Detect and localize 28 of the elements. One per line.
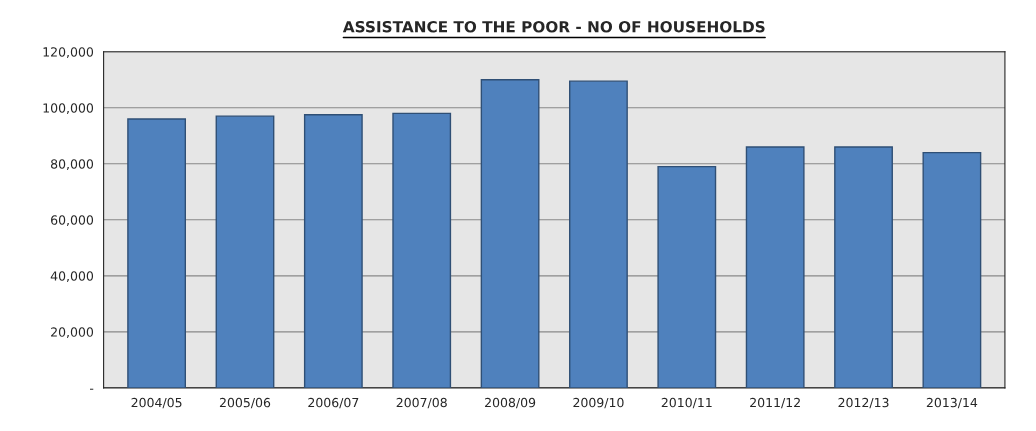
x-tick-label: 2007/08: [396, 397, 447, 409]
bar: [480, 79, 540, 388]
x-tick-label: 2012/13: [838, 397, 889, 409]
bar: [392, 112, 452, 388]
bar: [745, 146, 805, 388]
x-tick-label: 2011/12: [750, 397, 800, 409]
y-tick-label: 60,000: [51, 215, 94, 227]
x-tick-label: 2004/05: [131, 397, 182, 409]
y-tick-label: 20,000: [51, 327, 94, 339]
x-tick-label: 2009/10: [573, 397, 624, 409]
x-tick-label: 2006/07: [308, 397, 359, 409]
x-tick-label: 2008/09: [485, 397, 536, 409]
y-tick-label: 120,000: [43, 47, 94, 58]
y-tick-label: 40,000: [50, 271, 94, 283]
bar: [303, 114, 363, 388]
x-tick-label: 2010/11: [661, 397, 712, 409]
y-tick-label: -: [89, 388, 94, 390]
bar: [834, 146, 893, 388]
bar: [657, 165, 717, 388]
y-tick-label: 80,000: [50, 159, 94, 170]
bar: [215, 115, 275, 388]
y-tick-label: 100,000: [43, 103, 94, 114]
x-tick-label: 2005/06: [219, 397, 271, 409]
bar: [922, 151, 982, 388]
x-tick-label: 2013/14: [926, 397, 978, 409]
bar: [569, 80, 628, 388]
bar: [127, 118, 187, 388]
chart-title: ASSISTANCE TO THE POOR - NO OF HOUSEHOLDS: [342, 20, 765, 33]
